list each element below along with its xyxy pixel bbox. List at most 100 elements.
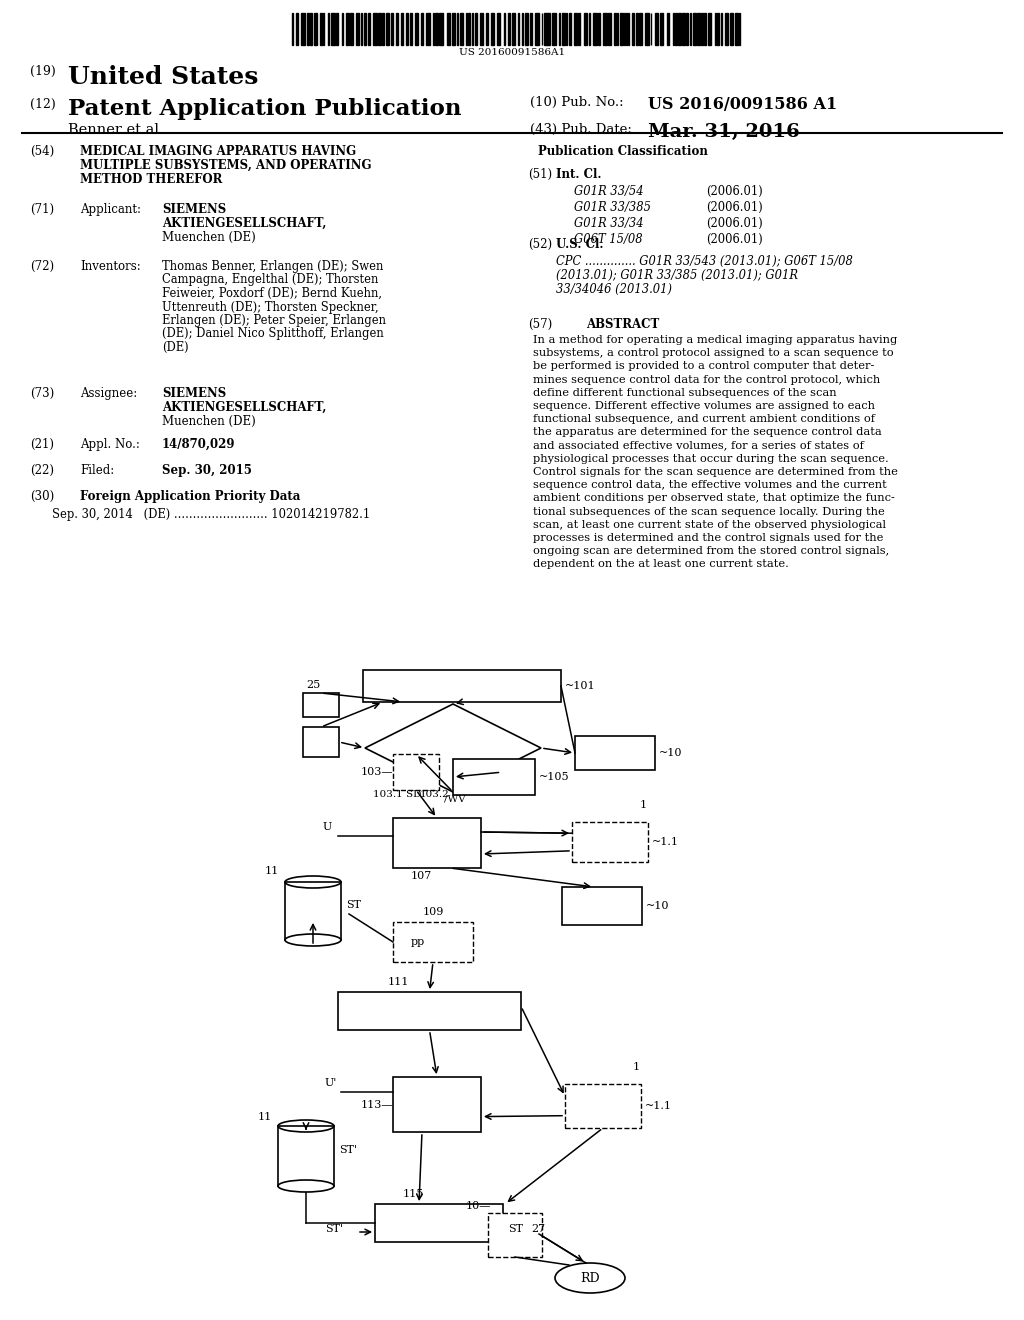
Text: (10) Pub. No.:: (10) Pub. No.: bbox=[530, 96, 624, 110]
Bar bbox=[636, 13, 638, 45]
Bar bbox=[608, 13, 610, 45]
Text: G06T 15/08: G06T 15/08 bbox=[574, 234, 643, 246]
Text: In a method for operating a medical imaging apparatus having: In a method for operating a medical imag… bbox=[534, 335, 897, 345]
Text: US 2016/0091586 A1: US 2016/0091586 A1 bbox=[648, 96, 838, 114]
Text: (21): (21) bbox=[30, 438, 54, 451]
Text: Inventors:: Inventors: bbox=[80, 260, 140, 273]
Ellipse shape bbox=[555, 1263, 625, 1294]
Text: (2013.01); G01R 33/385 (2013.01); G01R: (2013.01); G01R 33/385 (2013.01); G01R bbox=[556, 269, 798, 282]
Bar bbox=[485, 13, 487, 45]
Bar bbox=[382, 13, 384, 45]
Text: (19): (19) bbox=[30, 65, 55, 78]
Text: (22): (22) bbox=[30, 465, 54, 477]
Bar bbox=[678, 13, 681, 45]
Text: AKTIENGESELLSCHAFT,: AKTIENGESELLSCHAFT, bbox=[162, 216, 327, 230]
Bar bbox=[675, 13, 677, 45]
Text: (2006.01): (2006.01) bbox=[706, 234, 763, 246]
Text: Muenchen (DE): Muenchen (DE) bbox=[162, 414, 256, 428]
Bar bbox=[518, 13, 519, 45]
Bar bbox=[594, 13, 597, 45]
Text: (DE): (DE) bbox=[162, 341, 188, 354]
Text: ~101: ~101 bbox=[565, 681, 596, 690]
Text: 103.1 SD: 103.1 SD bbox=[373, 789, 421, 799]
Bar bbox=[632, 13, 635, 45]
Bar bbox=[461, 13, 463, 45]
Bar bbox=[375, 1204, 503, 1242]
Bar bbox=[512, 13, 515, 45]
Bar bbox=[529, 13, 532, 45]
Text: Sep. 30, 2015: Sep. 30, 2015 bbox=[162, 465, 252, 477]
Bar bbox=[453, 759, 535, 795]
Text: 103—: 103— bbox=[361, 767, 393, 777]
Bar bbox=[569, 13, 570, 45]
Text: 10—: 10— bbox=[466, 1201, 492, 1210]
Text: AKTIENGESELLSCHAFT,: AKTIENGESELLSCHAFT, bbox=[162, 401, 327, 414]
Bar bbox=[314, 13, 316, 45]
Bar bbox=[548, 13, 550, 45]
Bar bbox=[393, 921, 473, 962]
Bar bbox=[508, 13, 510, 45]
Text: mines sequence control data for the control protocol, which: mines sequence control data for the cont… bbox=[534, 375, 881, 384]
Text: (30): (30) bbox=[30, 490, 54, 503]
Text: functional subsequence, and current ambient conditions of: functional subsequence, and current ambi… bbox=[534, 414, 874, 424]
Text: (57): (57) bbox=[528, 318, 552, 331]
Bar bbox=[391, 13, 393, 45]
Bar bbox=[406, 13, 408, 45]
Ellipse shape bbox=[278, 1180, 334, 1192]
Bar bbox=[497, 13, 501, 45]
Text: Erlangen (DE); Peter Speier, Erlangen: Erlangen (DE); Peter Speier, Erlangen bbox=[162, 314, 386, 327]
Bar bbox=[378, 13, 381, 45]
Text: U: U bbox=[323, 821, 332, 832]
Bar bbox=[562, 887, 642, 925]
Text: Publication Classification: Publication Classification bbox=[538, 145, 708, 158]
Text: (71): (71) bbox=[30, 203, 54, 216]
Text: Appl. No.:: Appl. No.: bbox=[80, 438, 140, 451]
Text: G01R 33/54: G01R 33/54 bbox=[574, 185, 644, 198]
Bar bbox=[721, 13, 723, 45]
Bar bbox=[536, 13, 539, 45]
Text: 1: 1 bbox=[633, 1063, 640, 1072]
Bar bbox=[565, 1084, 641, 1129]
Text: Patent Application Publication: Patent Application Publication bbox=[68, 98, 462, 120]
Bar bbox=[472, 13, 473, 45]
Bar bbox=[584, 13, 587, 45]
Bar bbox=[374, 13, 377, 45]
Text: SIEMENS: SIEMENS bbox=[162, 203, 226, 216]
Text: ~10: ~10 bbox=[646, 902, 670, 911]
Bar bbox=[545, 13, 547, 45]
Bar bbox=[301, 13, 305, 45]
Bar bbox=[730, 13, 733, 45]
Bar bbox=[410, 13, 413, 45]
Text: ambient conditions per observed state, that optimize the func-: ambient conditions per observed state, t… bbox=[534, 494, 895, 503]
Text: (51): (51) bbox=[528, 168, 552, 181]
Text: Campagna, Engelthal (DE); Thorsten: Campagna, Engelthal (DE); Thorsten bbox=[162, 273, 379, 286]
Text: Assignee:: Assignee: bbox=[80, 387, 137, 400]
Text: U.S. Cl.: U.S. Cl. bbox=[556, 238, 603, 251]
Text: 33/34046 (2013.01): 33/34046 (2013.01) bbox=[556, 282, 672, 296]
Text: ~1.1: ~1.1 bbox=[652, 837, 679, 847]
Bar bbox=[639, 13, 642, 45]
Bar bbox=[296, 13, 298, 45]
Bar bbox=[667, 13, 670, 45]
Bar bbox=[360, 13, 362, 45]
Bar bbox=[645, 13, 649, 45]
Bar bbox=[393, 1077, 481, 1133]
Text: ~10: ~10 bbox=[659, 748, 683, 758]
Text: Feiweier, Poxdorf (DE); Bernd Kuehn,: Feiweier, Poxdorf (DE); Bernd Kuehn, bbox=[162, 286, 382, 300]
Bar bbox=[575, 737, 655, 770]
Bar bbox=[393, 754, 439, 789]
Text: G01R 33/34: G01R 33/34 bbox=[574, 216, 644, 230]
Text: be performed is provided to a control computer that deter-: be performed is provided to a control co… bbox=[534, 362, 874, 371]
Bar bbox=[307, 13, 309, 45]
Text: ~1.1: ~1.1 bbox=[645, 1101, 672, 1111]
Ellipse shape bbox=[285, 935, 341, 946]
Bar bbox=[490, 13, 495, 45]
Bar bbox=[708, 13, 712, 45]
Bar bbox=[562, 13, 564, 45]
Bar bbox=[336, 13, 338, 45]
Text: SIEMENS: SIEMENS bbox=[162, 387, 226, 400]
Bar bbox=[303, 727, 339, 756]
Text: the apparatus are determined for the sequence control data: the apparatus are determined for the seq… bbox=[534, 428, 882, 437]
Bar bbox=[365, 13, 367, 45]
Text: (2006.01): (2006.01) bbox=[706, 216, 763, 230]
